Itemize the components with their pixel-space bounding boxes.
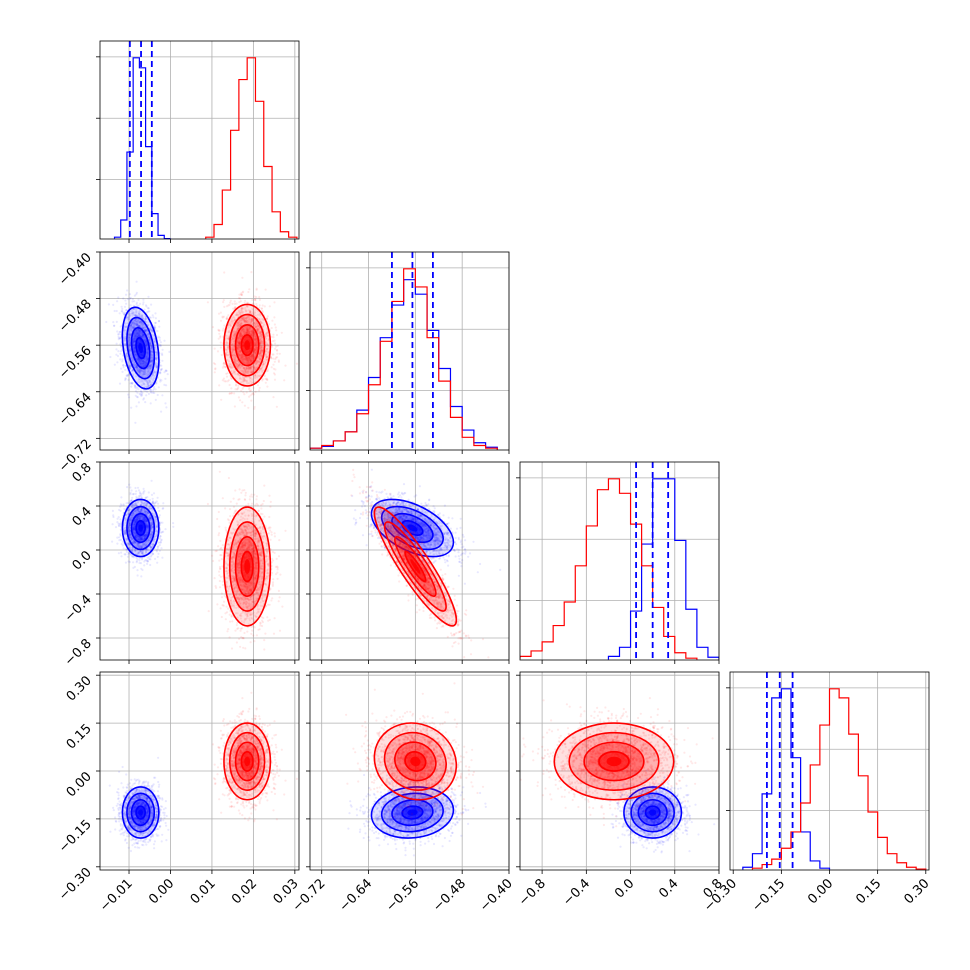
scatter-3-2 bbox=[520, 697, 716, 854]
panel-1-0 bbox=[100, 251, 299, 450]
hist-step-series-0 bbox=[310, 279, 498, 450]
histogram-3 bbox=[742, 672, 927, 870]
x-tick-label: −0.15 bbox=[749, 876, 788, 915]
hist-step-series-1 bbox=[751, 688, 927, 870]
y-tick-label: −0.40 bbox=[56, 250, 95, 289]
scatter-1-0 bbox=[105, 271, 298, 424]
x-tick-label: −0.40 bbox=[477, 876, 516, 915]
panel-frame bbox=[99, 40, 300, 240]
y-tick-label: −0.48 bbox=[56, 297, 95, 336]
panel-frame bbox=[99, 461, 300, 661]
hist-step-series-1 bbox=[520, 478, 698, 660]
x-tick-label: 0.30 bbox=[902, 876, 933, 907]
x-tick-label: 0.15 bbox=[853, 876, 884, 907]
y-tick-label: −0.64 bbox=[56, 390, 95, 429]
y-tick-label: 0.00 bbox=[64, 769, 95, 800]
hist-step-series-1 bbox=[205, 57, 298, 239]
y-tick-label: −0.56 bbox=[56, 343, 95, 382]
x-tick-label: 0.01 bbox=[188, 876, 219, 907]
histogram-0 bbox=[113, 41, 298, 239]
hist-step-series-1 bbox=[310, 268, 498, 450]
density-contours-series-1 bbox=[373, 722, 458, 801]
x-tick-label: −0.48 bbox=[430, 876, 469, 915]
density-contours-series-0 bbox=[370, 786, 455, 839]
x-tick-label: −0.4 bbox=[560, 876, 593, 909]
y-tick-label: 0.4 bbox=[70, 504, 95, 529]
density-contours-series-1 bbox=[223, 506, 272, 627]
x-tick-label: −0.8 bbox=[516, 876, 549, 909]
panel-3-0 bbox=[100, 672, 299, 870]
scatter-2-0 bbox=[111, 470, 287, 651]
panel-frame bbox=[309, 461, 510, 661]
y-tick-label: −0.30 bbox=[56, 865, 95, 904]
scatter-3-1 bbox=[345, 682, 487, 857]
panel-frame bbox=[519, 461, 720, 661]
hist-step-series-0 bbox=[607, 478, 719, 660]
x-tick-label: 0.0 bbox=[612, 876, 637, 901]
density-contours-series-0 bbox=[121, 306, 160, 390]
histogram-2 bbox=[520, 462, 719, 660]
panel-2-2 bbox=[516, 462, 720, 660]
panel-frame bbox=[309, 251, 510, 451]
x-tick-label: 0.4 bbox=[656, 876, 681, 901]
x-tick-label: 0.02 bbox=[229, 876, 260, 907]
y-tick-label: 0.30 bbox=[64, 673, 95, 704]
x-tick-label: −0.56 bbox=[383, 876, 422, 915]
panel-frame bbox=[99, 251, 300, 451]
panel-3-3 bbox=[726, 672, 929, 870]
x-tick-label: 0.00 bbox=[805, 876, 836, 907]
x-tick-label: −0.64 bbox=[337, 876, 376, 915]
density-contours-series-1 bbox=[373, 506, 458, 627]
density-contours-series-0 bbox=[121, 786, 160, 839]
density-contours-series-0 bbox=[623, 786, 683, 839]
scatter-3-0 bbox=[108, 691, 298, 853]
y-tick-label: 0.0 bbox=[70, 548, 95, 573]
panel-0-0 bbox=[96, 41, 299, 239]
scatter-2-1 bbox=[350, 468, 502, 659]
x-tick-label: 0.00 bbox=[146, 876, 177, 907]
y-tick-label: −0.15 bbox=[56, 817, 95, 856]
y-tick-label: 0.15 bbox=[64, 721, 95, 752]
density-contours-series-1 bbox=[223, 722, 272, 801]
density-contours-series-0 bbox=[121, 498, 160, 558]
panel-1-1 bbox=[306, 252, 510, 450]
hist-step-series-0 bbox=[113, 57, 172, 239]
hist-step-series-0 bbox=[742, 688, 831, 870]
y-tick-label: −0.4 bbox=[62, 592, 95, 625]
density-contours-series-1 bbox=[223, 303, 272, 387]
density-contours-series-1 bbox=[553, 722, 675, 801]
histogram-1 bbox=[310, 252, 498, 450]
x-tick-label: −0.01 bbox=[97, 876, 136, 915]
y-tick-label: −0.8 bbox=[62, 636, 95, 669]
